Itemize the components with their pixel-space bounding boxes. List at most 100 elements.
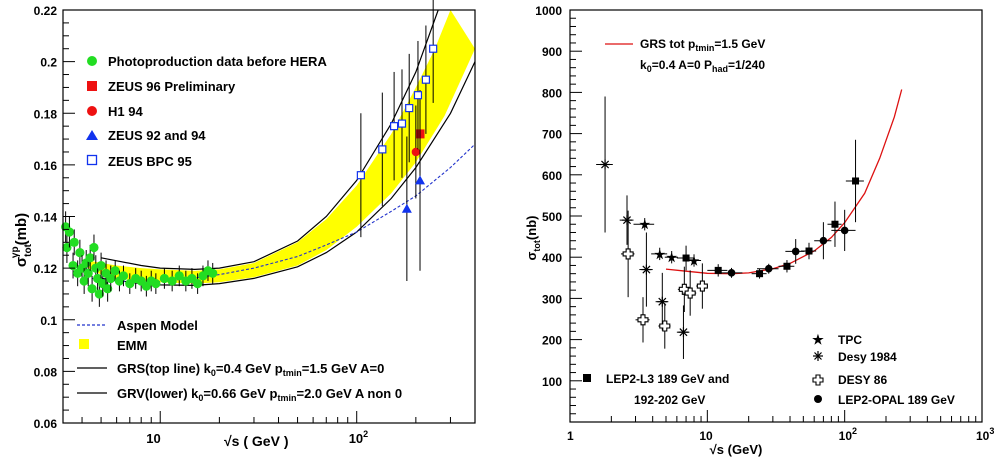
y-tick-label: 0.08 [34,365,58,379]
data-point [151,279,161,289]
y-tick-label: 800 [542,86,562,100]
data-point: ★ [639,218,650,232]
grs-curve [665,89,903,275]
data-point [167,276,177,286]
data-point [356,171,365,180]
data-point [118,271,129,281]
x-tick-label: 10 [699,429,713,443]
y-tick-label: 700 [542,128,562,142]
legend-label-opal: LEP2-OPAL 189 GeV [838,393,955,407]
legend-marker-tpc: ★ [812,332,824,347]
data-point [727,269,736,277]
axis-ticks: 0.06 0.08 0.1 0.12 0.14 0.16 0.18 0.2 0.22 10 102 [34,4,476,446]
data-point [714,266,722,274]
data-point [421,75,431,84]
legend-label-grs-line2: k0=0.4 A=0 Phad=1/240 [640,58,765,74]
axis-ticks: 100 200 300 400 500 600 700 800 900 1000 1 10 102 103 [535,4,994,443]
data-point [764,264,773,273]
plot-frame [569,9,983,423]
legend-label-l3-line1: LEP2-L3 189 GeV and [606,372,729,386]
legend: Photoproduction data before HERA ZEUS 96… [77,54,402,403]
data-point [378,145,387,154]
legend-marker-zeus96 [87,81,97,91]
data-point [110,266,120,276]
asterisk-stroke [622,216,632,225]
data-point [401,203,412,213]
legend-marker-emm [79,339,89,349]
data-point [791,247,800,256]
legend-label-zeus96: ZEUS 96 Preliminary [108,79,236,94]
y-tick-label: 0.22 [34,4,58,18]
legend-marker-photoproduction [87,56,97,66]
data-point: ★ [689,254,700,268]
asterisk-stroke [601,160,610,169]
emm-band [88,10,475,284]
emm-band-area [88,10,475,284]
legend-marker-h1 [87,106,97,116]
data-point [405,103,414,113]
data-point [103,284,113,294]
y-tick-label: 200 [542,334,562,348]
data-point [840,226,849,235]
y-tick-label: 0.12 [34,262,58,276]
grs-curve-line [665,89,903,275]
data-point [831,220,839,228]
data-point [79,276,89,286]
y-axis-label: σtot(nb) [524,216,542,261]
x-axis-label: √s (GeV) [710,442,763,457]
legend-label-zeusbpc: ZEUS BPC 95 [108,154,192,169]
data-point [600,159,611,170]
data-point [89,242,99,253]
data-point [75,248,85,258]
asterisk-stroke [658,297,667,306]
y-tick-label: 100 [542,375,562,389]
y-tick-label: 0.06 [34,417,58,431]
y-tick-label: 500 [542,210,562,224]
data-point [64,227,75,237]
y-tick-label: 0.16 [34,159,58,173]
data-point [684,287,696,299]
data-point: ★ [654,247,665,261]
legend-label-grv: GRV(lower) k0=0.66 GeV ptmin=2.0 GeV A n… [117,386,402,403]
data-points [61,0,438,307]
data-point [657,296,668,307]
x-tick-label: 10 [146,431,160,446]
y-tick-label: 0.2 [40,56,57,70]
data-point [87,284,97,294]
data-point [193,279,203,289]
data-points: ★★ ★ ★ [596,96,864,359]
data-point [94,289,104,299]
data-point [397,119,407,128]
legend-marker-opal [814,395,822,403]
legend-label-l3-line2: 192-202 GeV [634,393,705,407]
data-point [96,260,106,271]
data-point [208,268,218,278]
y-tick-label: 300 [542,292,562,306]
legend-marker-zeusbpc [86,154,98,166]
data-point [637,314,649,326]
legend-label-zeus9294: ZEUS 92 and 94 [108,128,206,143]
legend-marker-zeus9294 [86,130,98,140]
legend-label-desy1984: Desy 1984 [838,350,897,364]
legend-label-h1: H1 94 [108,104,143,119]
data-point [805,247,813,255]
x-tick-label: 1 [567,429,574,443]
data-point: ★ [666,251,677,265]
x-tick-label: 103 [976,426,994,443]
data-point [852,177,860,185]
y-tick-label: 900 [542,45,562,59]
y-tick-label: 0.14 [34,211,58,225]
legend-label-aspen: Aspen Model [117,318,198,333]
data-point [390,122,399,131]
data-point [68,260,78,271]
asterisk-stroke [679,328,688,337]
legend-label-tpc: TPC [838,333,862,347]
data-point [106,273,116,284]
grs-curve [100,10,439,271]
data-point [622,248,634,260]
legend-label-grs: GRS(top line) k0=0.4 GeV ptmin=1.5 GeV A… [117,361,384,378]
data-point [159,273,169,284]
data-point [696,280,708,292]
